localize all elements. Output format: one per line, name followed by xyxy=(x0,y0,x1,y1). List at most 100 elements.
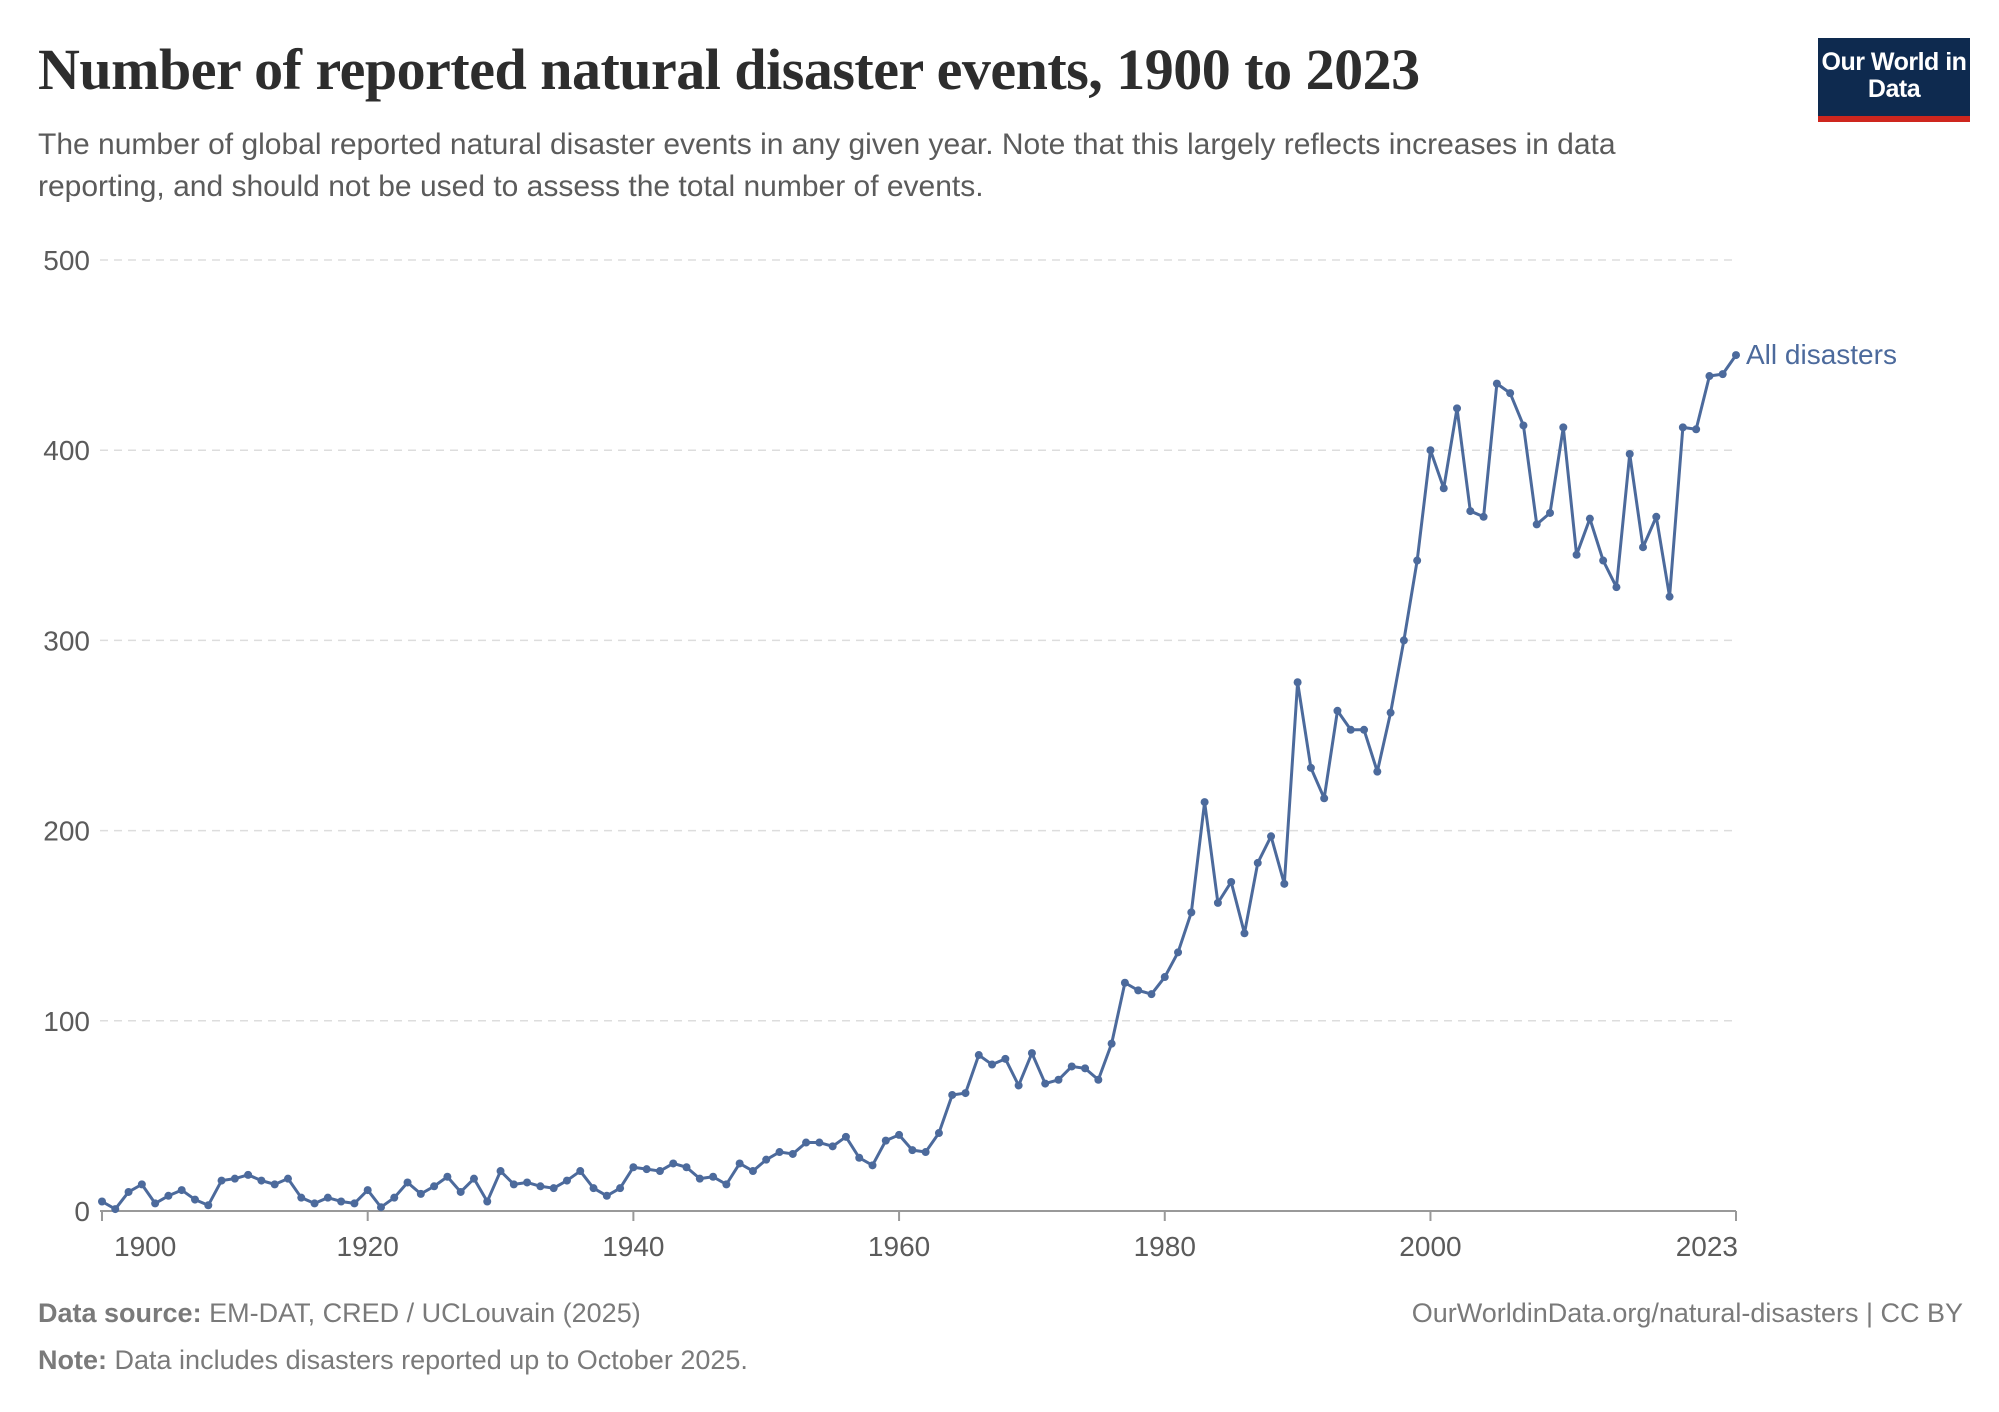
data-point xyxy=(1054,1075,1063,1084)
data-point xyxy=(722,1180,731,1189)
x-tick-label: 1920 xyxy=(337,1231,399,1262)
data-point xyxy=(855,1153,864,1162)
data-point xyxy=(376,1203,385,1212)
data-point xyxy=(1280,879,1289,888)
data-point xyxy=(257,1176,266,1185)
data-point xyxy=(137,1180,146,1189)
data-point xyxy=(1187,908,1196,917)
data-point xyxy=(1546,508,1555,517)
x-tick-label: 1960 xyxy=(868,1231,930,1262)
x-tick-label: 2000 xyxy=(1399,1231,1461,1262)
data-point xyxy=(1227,877,1236,886)
data-point xyxy=(1320,794,1329,803)
data-point xyxy=(244,1170,253,1179)
y-tick-label: 200 xyxy=(43,816,90,847)
data-point xyxy=(1652,512,1661,521)
data-point xyxy=(642,1165,651,1174)
data-point xyxy=(1147,990,1156,999)
data-point xyxy=(1253,858,1262,867)
note-label: Note: xyxy=(38,1345,107,1375)
data-point xyxy=(1386,708,1395,717)
data-point xyxy=(283,1174,292,1183)
data-point xyxy=(337,1197,346,1206)
series-label: All disasters xyxy=(1746,339,1897,370)
data-point xyxy=(1426,446,1435,455)
data-point xyxy=(961,1089,970,1098)
owid-logo[interactable]: Our World in Data xyxy=(1818,38,1970,122)
data-point xyxy=(655,1167,664,1176)
data-point xyxy=(1067,1062,1076,1071)
x-tick-label: 1980 xyxy=(1134,1231,1196,1262)
data-point xyxy=(1718,370,1727,379)
data-source: Data source: EM-DAT, CRED / UCLouvain (2… xyxy=(38,1298,641,1329)
data-point xyxy=(1639,543,1648,552)
data-point xyxy=(921,1148,930,1157)
data-point xyxy=(562,1176,571,1185)
data-point xyxy=(1585,514,1594,523)
y-tick-label: 400 xyxy=(43,435,90,466)
data-point xyxy=(1519,421,1528,430)
data-point xyxy=(1466,507,1475,516)
y-tick-label: 300 xyxy=(43,625,90,656)
data-point xyxy=(1439,484,1448,493)
data-point xyxy=(310,1199,319,1208)
data-point xyxy=(934,1129,943,1138)
data-point xyxy=(403,1178,412,1187)
y-tick-label: 0 xyxy=(74,1196,90,1227)
data-point xyxy=(190,1195,199,1204)
data-point xyxy=(948,1090,957,1099)
data-point xyxy=(1346,725,1355,734)
data-point xyxy=(1453,404,1462,413)
data-point xyxy=(1413,556,1422,565)
data-point xyxy=(881,1136,890,1145)
data-point xyxy=(1665,592,1674,601)
data-point xyxy=(1094,1075,1103,1084)
series-line xyxy=(101,354,1738,1211)
data-point xyxy=(1333,706,1342,715)
data-point xyxy=(602,1191,611,1200)
data-point xyxy=(1014,1081,1023,1090)
data-point xyxy=(416,1189,425,1198)
data-point xyxy=(1612,583,1621,592)
data-point xyxy=(430,1182,439,1191)
data-point xyxy=(1373,767,1382,776)
data-point xyxy=(815,1138,824,1147)
source-text[interactable]: EM-DAT, CRED / UCLouvain (2025) xyxy=(209,1298,641,1328)
source-url[interactable]: OurWorldinData.org/natural-disasters | C… xyxy=(1411,1298,1963,1328)
data-point xyxy=(297,1193,306,1202)
x-tick-label: 2023 xyxy=(1676,1231,1738,1262)
data-point xyxy=(1306,763,1315,772)
data-point xyxy=(1001,1054,1010,1063)
data-point xyxy=(735,1159,744,1168)
data-point xyxy=(1027,1049,1036,1058)
data-point xyxy=(1479,512,1488,521)
data-point xyxy=(98,1197,106,1206)
data-point xyxy=(217,1176,226,1185)
data-point xyxy=(1506,389,1515,398)
data-point xyxy=(270,1180,279,1189)
data-point xyxy=(1134,986,1143,995)
data-point xyxy=(1399,636,1408,645)
data-point xyxy=(1160,973,1169,982)
data-point xyxy=(1572,550,1581,559)
data-point xyxy=(682,1163,691,1172)
data-point xyxy=(350,1199,359,1208)
y-tick-label: 500 xyxy=(43,245,90,276)
data-point xyxy=(443,1172,452,1181)
data-point xyxy=(1678,423,1687,432)
data-point xyxy=(1532,520,1541,529)
chart-title: Number of reported natural disaster even… xyxy=(38,37,1420,102)
data-point xyxy=(204,1201,213,1210)
data-point xyxy=(1041,1079,1050,1088)
data-point xyxy=(576,1167,585,1176)
data-point xyxy=(802,1138,811,1147)
data-point xyxy=(177,1186,186,1195)
data-point xyxy=(549,1184,558,1193)
data-point xyxy=(1732,351,1740,360)
data-point xyxy=(709,1172,718,1181)
data-point xyxy=(523,1178,532,1187)
data-point xyxy=(390,1193,399,1202)
data-point xyxy=(536,1182,545,1191)
data-point xyxy=(469,1174,478,1183)
